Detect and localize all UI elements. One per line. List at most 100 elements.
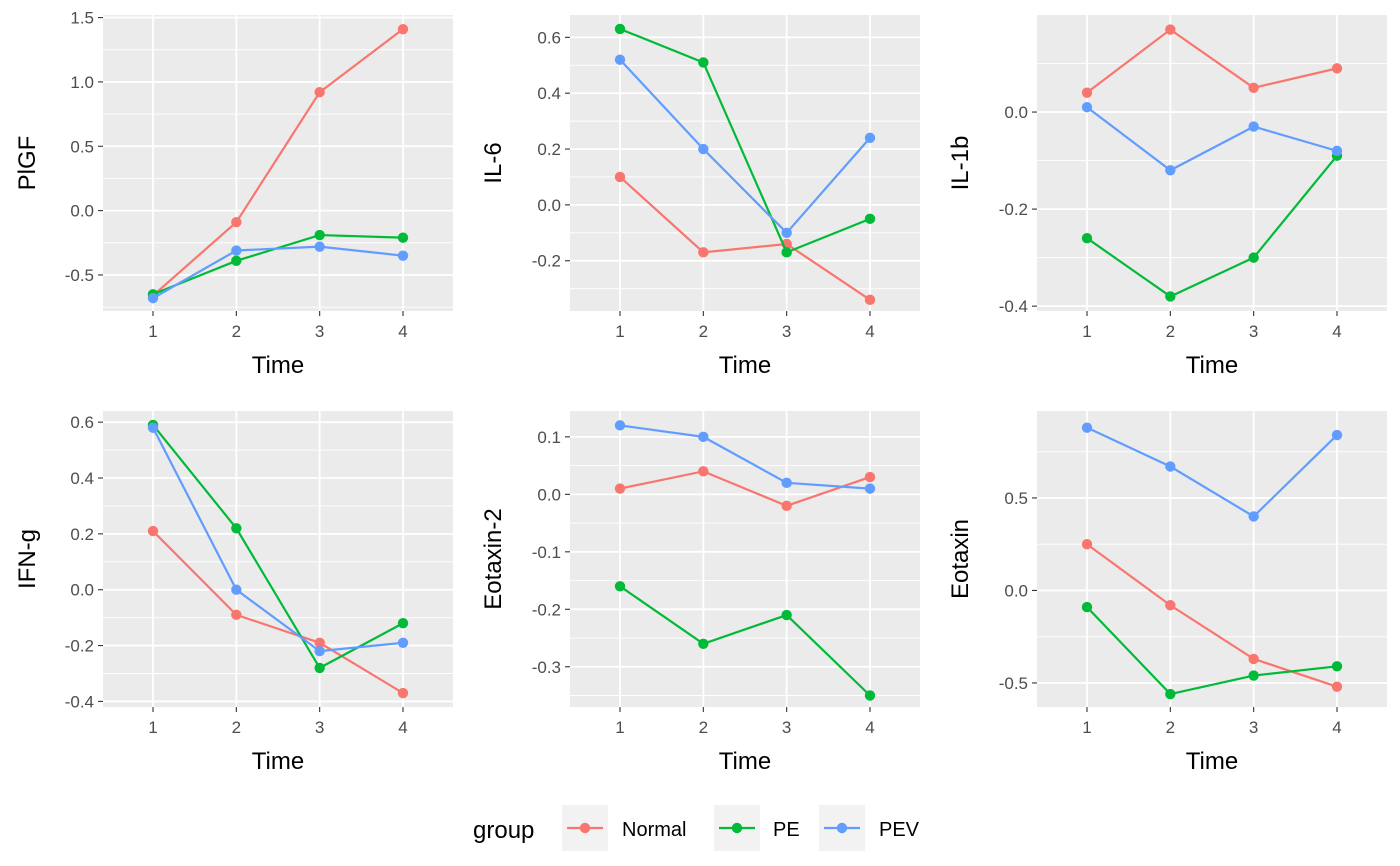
x-tick-label: 3 — [315, 718, 324, 737]
series-pe — [614, 23, 876, 258]
data-point-pe — [1248, 252, 1259, 263]
y-tick-label: 0.2 — [537, 140, 561, 159]
x-tick-label: 4 — [865, 322, 874, 341]
data-point-pev — [1331, 145, 1343, 157]
data-point-normal — [864, 471, 876, 483]
data-point-normal — [314, 637, 325, 648]
x-tick-label: 1 — [615, 322, 624, 341]
x-tick-label: 4 — [1332, 718, 1341, 737]
data-point-pe — [1081, 233, 1093, 244]
legend-label-normal: Normal — [622, 819, 686, 841]
x-tick-label: 2 — [699, 718, 708, 737]
data-point-normal — [1165, 600, 1176, 611]
data-point-pe — [397, 618, 409, 629]
y-tick-label: 0.0 — [70, 581, 94, 600]
y-tick-label: 1.5 — [70, 9, 94, 28]
data-point-pe — [1248, 670, 1259, 681]
data-point-pe — [864, 690, 876, 701]
series-pe — [614, 581, 876, 701]
series-line-pev — [1086, 106, 1338, 172]
panel-ifn-g: -0.4 -0.2 0.0 0.2 0.4 0.6 1 2 3 4 Time IFN-g — [14, 411, 453, 775]
data-point-pe — [781, 609, 792, 621]
data-point-normal — [397, 23, 409, 35]
series-pev — [147, 241, 409, 304]
data-point-pe — [314, 229, 325, 241]
panel-background — [570, 411, 920, 707]
data-point-pev — [781, 227, 792, 239]
x-tick-label: 3 — [1249, 718, 1258, 737]
series-pev — [614, 420, 876, 494]
y-tick-label: 0.4 — [70, 469, 94, 488]
data-point-pe — [864, 213, 876, 225]
series-line-normal — [619, 176, 871, 301]
series-line-pe — [1086, 606, 1338, 696]
data-point-pe — [1081, 601, 1093, 613]
series-normal — [614, 171, 876, 306]
series-pev — [1081, 101, 1343, 176]
series-pev — [147, 422, 409, 657]
panel-background — [570, 15, 920, 311]
legend-point-pev — [836, 822, 848, 834]
data-point-pev — [397, 637, 409, 648]
panel-background — [103, 15, 453, 311]
data-point-pev — [698, 143, 709, 155]
y-tick-label: 0.0 — [1004, 103, 1028, 122]
data-point-pev — [864, 483, 876, 494]
y-tick-label: 0.0 — [70, 202, 94, 221]
series-line-normal — [1086, 543, 1338, 688]
data-point-pev — [1248, 121, 1259, 132]
x-tick-label: 4 — [1332, 322, 1341, 341]
panel-il-1b: -0.4 -0.2 0.0 1 2 3 4 Time IL-1b — [947, 15, 1387, 379]
panel-il-6: -0.2 0.0 0.2 0.4 0.6 1 2 3 4 Time IL-6 — [480, 15, 920, 379]
data-point-pev — [231, 245, 242, 256]
series-line-normal — [152, 28, 404, 297]
x-axis-title: Time — [719, 352, 771, 379]
data-point-pe — [698, 638, 709, 649]
series-line-pev — [619, 424, 871, 490]
y-tick-label: 0.4 — [537, 84, 561, 103]
y-tick-label: 0.5 — [70, 137, 94, 156]
data-point-pev — [864, 132, 876, 144]
data-point-normal — [231, 609, 242, 621]
data-point-pev — [781, 477, 792, 489]
x-tick-label: 1 — [1082, 322, 1091, 341]
panel-eotaxin: -0.5 0.0 0.5 1 2 3 4 Time Eotaxin — [947, 411, 1387, 775]
y-tick-label: 0.6 — [70, 413, 94, 432]
series-line-pe — [1086, 155, 1338, 298]
data-point-pev — [231, 584, 242, 595]
x-tick-label: 1 — [1082, 718, 1091, 737]
data-point-normal — [147, 525, 159, 537]
legend-title: group — [473, 817, 534, 844]
panel-background — [1037, 411, 1387, 707]
chart-panels: -0.5 0.0 0.5 1.0 1.5 1 2 3 4 Time PlGF -0.2 0.0 0.2 0.… — [14, 9, 1387, 775]
series-line-normal — [619, 470, 871, 508]
y-tick-label: 0.0 — [537, 196, 561, 215]
x-tick-label: 1 — [148, 718, 157, 737]
series-line-pev — [152, 245, 404, 300]
data-point-pe — [1331, 661, 1343, 672]
panel-background — [1037, 15, 1387, 311]
y-tick-label: -0.3 — [532, 658, 561, 677]
y-tick-label: -0.2 — [532, 252, 561, 271]
y-tick-label: 0.6 — [537, 28, 561, 47]
x-tick-label: 2 — [1166, 322, 1175, 341]
data-point-pev — [1165, 461, 1176, 472]
data-point-pe — [1165, 688, 1176, 700]
data-point-normal — [1248, 82, 1259, 93]
data-point-pev — [314, 645, 325, 657]
data-point-pev — [397, 250, 409, 261]
series-line-pe — [619, 585, 871, 697]
legend-item-normal: Normal — [562, 805, 686, 851]
data-point-normal — [1331, 63, 1343, 74]
x-axis-title: Time — [252, 748, 304, 775]
data-point-normal — [614, 171, 626, 183]
data-point-pev — [698, 431, 709, 443]
legend-label-pev: PEV — [879, 819, 920, 841]
x-tick-label: 2 — [699, 322, 708, 341]
data-point-normal — [397, 687, 409, 699]
y-tick-label: 0.1 — [537, 428, 561, 447]
y-tick-label: -0.1 — [532, 543, 561, 562]
series-line-pe — [152, 424, 404, 670]
data-point-normal — [1248, 653, 1259, 665]
